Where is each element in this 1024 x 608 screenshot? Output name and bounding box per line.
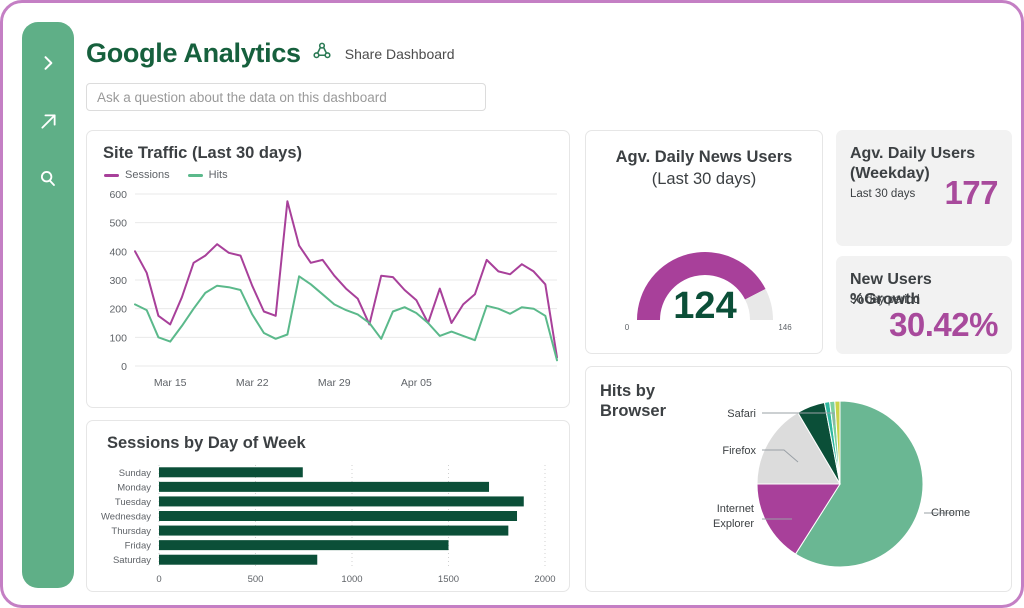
kpi-value: 177 — [944, 174, 998, 211]
kpi-subtitle: 30 day period — [850, 294, 920, 306]
svg-text:Mar 22: Mar 22 — [236, 377, 269, 389]
gauge-title-line1: Agv. Daily News Users — [615, 148, 793, 166]
svg-text:400: 400 — [109, 246, 127, 258]
chevron-right-icon — [38, 53, 58, 73]
card-sessions-by-day: Sessions by Day of Week 0 500 1000 1500 2000… — [86, 420, 570, 592]
site-traffic-plot: 0 100 200 300 400 500 600 Mar 15 Mar 22 Mar 29 Apr… — [109, 189, 558, 389]
gauge-title-line2: (Last 30 days) — [651, 169, 757, 188]
header: Google Analytics Share Dashboard — [86, 38, 486, 111]
svg-text:Thursday: Thursday — [111, 526, 151, 537]
svg-text:124: 124 — [673, 285, 736, 327]
svg-text:2000: 2000 — [534, 574, 555, 585]
pie-title-line2: Browser — [600, 402, 667, 421]
sidebar-item-search[interactable] — [33, 164, 63, 194]
svg-text:Sunday: Sunday — [119, 468, 151, 479]
svg-text:0: 0 — [625, 323, 630, 332]
arrow-up-right-icon — [38, 111, 59, 132]
svg-text:Safari: Safari — [727, 408, 756, 420]
kpi-heading: Agv. Daily Users (Weekday) — [850, 145, 976, 182]
svg-text:146: 146 — [778, 323, 792, 332]
svg-text:500: 500 — [109, 218, 127, 230]
kpi-new-users-growth: New Users %Growth 30 day period 30.42% — [836, 256, 1012, 354]
svg-text:Internet: Internet — [717, 503, 754, 515]
svg-text:Monday: Monday — [117, 482, 151, 493]
sidebar-item-open-external[interactable] — [33, 106, 63, 136]
kpi-avg-daily-users-weekday: Agv. Daily Users (Weekday) Last 30 days … — [836, 130, 1012, 246]
dashboard-question-input[interactable] — [86, 83, 486, 111]
sidebar — [22, 22, 74, 588]
legend-label-sessions: Sessions — [125, 169, 170, 181]
svg-text:Apr 05: Apr 05 — [401, 377, 432, 389]
page-title: Google Analytics — [86, 38, 301, 68]
legend-label-hits: Hits — [208, 169, 228, 181]
card-hits-by-browser: Hits by Browser Chrome Internet Explorer Fi… — [585, 366, 1012, 592]
sessions-by-day-plot: 0 500 1000 1500 2000 Sunday Monday Tuesday Wedne… — [101, 465, 556, 585]
svg-text:0: 0 — [121, 361, 127, 373]
card-avg-daily-news-users: Agv. Daily News Users (Last 30 days) 124… — [585, 130, 823, 354]
kpi-value: 30.42% — [889, 306, 998, 343]
dashboard-canvas: Google Analytics Share Dashboard Site Tr… — [8, 8, 1016, 600]
share-dashboard-link[interactable]: Share Dashboard — [344, 45, 455, 62]
title-row: Google Analytics Share Dashboard — [86, 38, 486, 69]
gauge-plot: 124 0 146 — [625, 251, 792, 332]
svg-text:Firefox: Firefox — [722, 445, 756, 457]
hits-by-browser-title: Hits by Browser — [600, 381, 692, 421]
share-nodes-icon[interactable] — [311, 40, 333, 67]
svg-text:600: 600 — [109, 189, 127, 201]
svg-text:200: 200 — [109, 304, 127, 316]
svg-text:Chrome: Chrome — [931, 507, 970, 519]
svg-text:300: 300 — [109, 275, 127, 287]
sidebar-item-expand[interactable] — [33, 48, 63, 78]
legend-item-sessions[interactable]: Sessions — [104, 169, 170, 181]
svg-text:500: 500 — [248, 574, 264, 585]
site-traffic-legend: Sessions Hits — [104, 169, 228, 181]
site-traffic-title: Site Traffic (Last 30 days) — [103, 144, 302, 162]
svg-text:Mar 15: Mar 15 — [154, 377, 187, 389]
svg-text:Mar 29: Mar 29 — [318, 377, 351, 389]
svg-text:1500: 1500 — [438, 574, 459, 585]
kpi-heading: New Users %Growth — [850, 271, 932, 308]
svg-text:Friday: Friday — [125, 541, 152, 552]
sessions-by-day-title: Sessions by Day of Week — [107, 434, 306, 452]
kpi-subtitle: Last 30 days — [850, 188, 916, 200]
svg-text:Wednesday: Wednesday — [101, 512, 151, 523]
legend-swatch-sessions — [104, 173, 119, 177]
search-icon — [37, 168, 59, 190]
svg-text:Explorer: Explorer — [713, 518, 754, 530]
svg-text:Tuesday: Tuesday — [115, 497, 151, 508]
hits-by-browser-plot: Chrome Internet Explorer Firefox Safari — [713, 400, 970, 568]
search-wrap — [86, 83, 486, 111]
svg-text:1000: 1000 — [341, 574, 362, 585]
legend-item-hits[interactable]: Hits — [187, 169, 228, 181]
svg-text:0: 0 — [156, 574, 161, 585]
gauge-title: Agv. Daily News Users (Last 30 days) — [586, 147, 822, 191]
svg-text:100: 100 — [109, 332, 127, 344]
card-site-traffic: Site Traffic (Last 30 days) Sessions Hit… — [86, 130, 570, 408]
svg-text:Saturday: Saturday — [113, 555, 151, 566]
legend-swatch-hits — [187, 173, 203, 177]
pie-title-line1: Hits by — [600, 382, 656, 400]
